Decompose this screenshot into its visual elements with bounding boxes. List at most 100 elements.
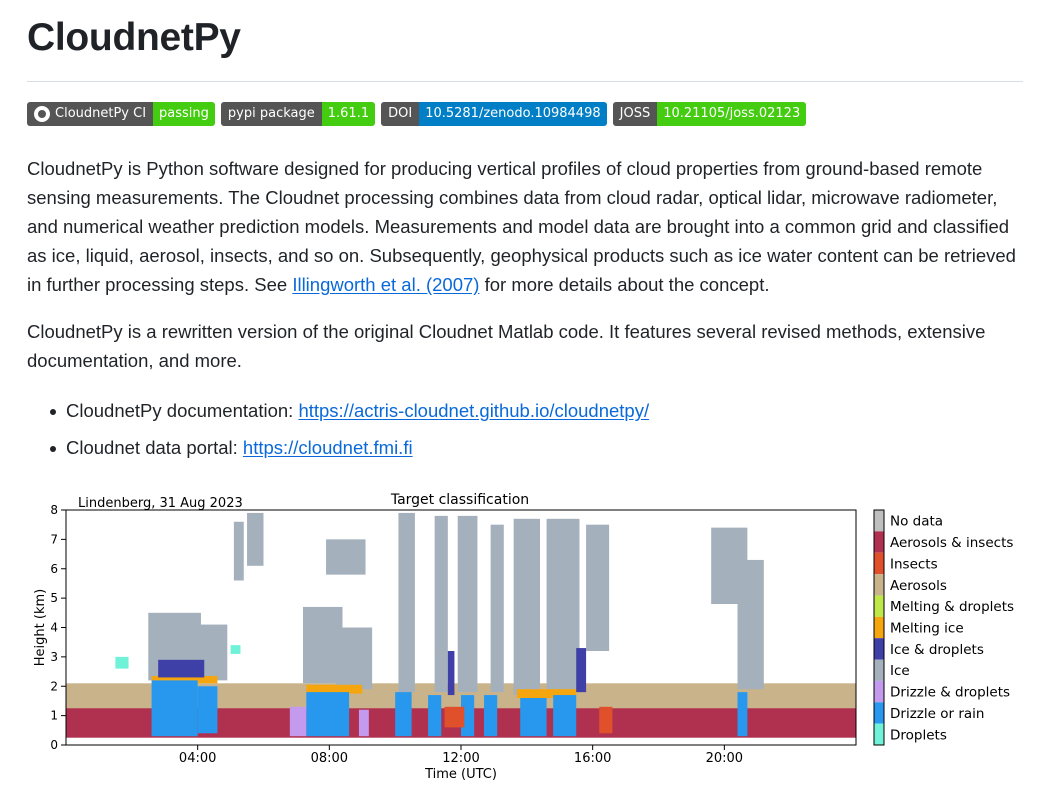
class-region: [490, 524, 504, 693]
pypi-badge[interactable]: pypi package 1.61.1: [220, 102, 376, 126]
class-region: [447, 651, 455, 696]
legend-label: No data: [890, 514, 943, 530]
legend-swatch: [874, 702, 884, 724]
class-region: [428, 695, 442, 737]
class-region: [358, 709, 369, 737]
class-region: [553, 695, 577, 737]
x-tick-label: 12:00: [442, 751, 479, 766]
class-region: [737, 692, 748, 737]
class-region: [599, 706, 613, 734]
class-region: [247, 512, 264, 566]
portal-link[interactable]: https://cloudnet.fmi.fi: [242, 437, 413, 458]
target-classification-chart: 04:00 08:00 12:00 16:00 20:00 0 1 2 3 4 5 6 7 8 Time (…: [33, 492, 1014, 782]
legend-label: Drizzle or rain: [890, 706, 984, 722]
legend-label: Droplets: [890, 727, 947, 743]
y-axis-label: Height (km): [33, 589, 48, 666]
class-region: [457, 515, 478, 693]
class-region: [230, 645, 241, 654]
y-tick-label: 5: [50, 591, 58, 605]
y-tick-label: 0: [50, 738, 58, 752]
chart-title: Target classification: [390, 492, 529, 508]
x-tick-label: 08:00: [311, 751, 348, 766]
class-region: [444, 706, 465, 728]
class-region: [484, 695, 498, 737]
pypi-badge-value: 1.61.1: [321, 102, 376, 126]
ci-badge-label: CloudnetPy CI: [55, 106, 147, 121]
legend-swatch: [874, 552, 884, 575]
intro-paragraph: CloudnetPy is Python software designed f…: [27, 158, 1016, 295]
class-region: [398, 512, 415, 693]
badge-row: CloudnetPy CI passing pypi package 1.61.…: [27, 102, 807, 126]
x-tick-label: 16:00: [574, 751, 611, 766]
legend-swatch: [874, 531, 884, 553]
x-tick-label: 20:00: [706, 751, 743, 766]
class-region: [576, 648, 587, 693]
class-region: [516, 689, 577, 698]
class-region: [335, 627, 373, 690]
legend-swatch: [874, 638, 884, 660]
class-region: [151, 680, 198, 737]
y-tick-label: 3: [50, 650, 58, 664]
y-tick-label: 2: [50, 679, 58, 693]
docs-link[interactable]: https://actris-cloudnet.github.io/cloudn…: [298, 400, 650, 421]
title-divider: [27, 81, 1023, 82]
illingworth-link[interactable]: Illingworth et al. (2007): [292, 274, 480, 295]
github-icon: [34, 106, 50, 122]
legend-label: Insects: [890, 556, 938, 572]
class-region: [306, 684, 363, 694]
ci-badge[interactable]: CloudnetPy CI passing: [27, 102, 215, 126]
pypi-badge-label: pypi package: [220, 102, 322, 126]
class-region: [546, 518, 580, 690]
class-region: [233, 521, 244, 581]
doi-badge[interactable]: DOI 10.5281/zenodo.10984498: [381, 102, 607, 126]
class-region: [197, 686, 218, 734]
legend-label: Ice: [890, 663, 910, 679]
class-region: [158, 659, 205, 678]
class-region: [737, 559, 764, 690]
chart-subtitle: Lindenberg, 31 Aug 2023: [78, 496, 243, 511]
legend-label: Melting ice: [890, 621, 964, 637]
page-title: CloudnetPy: [27, 16, 241, 59]
doi-badge-value: 10.5281/zenodo.10984498: [419, 102, 607, 126]
x-tick-label: 04:00: [179, 751, 216, 766]
list-item: CloudnetPy documentation: https://actris…: [27, 396, 649, 433]
class-region: [434, 515, 448, 693]
y-tick-label: 1: [50, 709, 58, 723]
joss-badge[interactable]: JOSS 10.21105/joss.02123: [612, 102, 807, 126]
class-region: [306, 692, 350, 737]
joss-badge-value: 10.21105/joss.02123: [657, 102, 807, 126]
legend-label: Drizzle & droplets: [890, 685, 1010, 701]
links-list: CloudnetPy documentation: https://actris…: [27, 396, 649, 470]
y-tick-label: 4: [50, 621, 58, 635]
class-region: [289, 706, 307, 737]
legend-colorbar: [873, 509, 885, 746]
legend-swatch: [874, 659, 884, 681]
class-region: [326, 539, 366, 575]
class-region: [520, 698, 547, 737]
y-tick-label: 8: [50, 503, 58, 517]
legend-swatch: [874, 595, 884, 617]
x-axis-label: Time (UTC): [424, 767, 497, 782]
legend-label: Ice & droplets: [890, 642, 984, 658]
class-region: [395, 692, 412, 737]
legend-label: Melting & droplets: [890, 599, 1014, 615]
legend-swatch: [874, 574, 884, 596]
legend-swatch: [874, 723, 884, 745]
doi-badge-label: DOI: [381, 102, 420, 126]
legend-label: Aerosols: [890, 578, 947, 594]
y-tick-label: 6: [50, 562, 58, 576]
class-region: [586, 524, 610, 651]
class-region: [115, 656, 129, 669]
legend-swatch: [874, 510, 884, 532]
ci-badge-value: passing: [153, 102, 215, 126]
list-item: Cloudnet data portal: https://cloudnet.f…: [27, 433, 649, 470]
legend-label: Aerosols & insects: [890, 535, 1013, 551]
joss-badge-label: JOSS: [612, 102, 658, 126]
legend-swatch: [874, 680, 884, 703]
legend-swatch: [874, 616, 884, 639]
class-region: [513, 518, 540, 696]
class-region: [151, 675, 218, 684]
y-tick-label: 7: [50, 532, 58, 546]
rewrite-paragraph: CloudnetPy is a rewritten version of the…: [27, 321, 986, 371]
